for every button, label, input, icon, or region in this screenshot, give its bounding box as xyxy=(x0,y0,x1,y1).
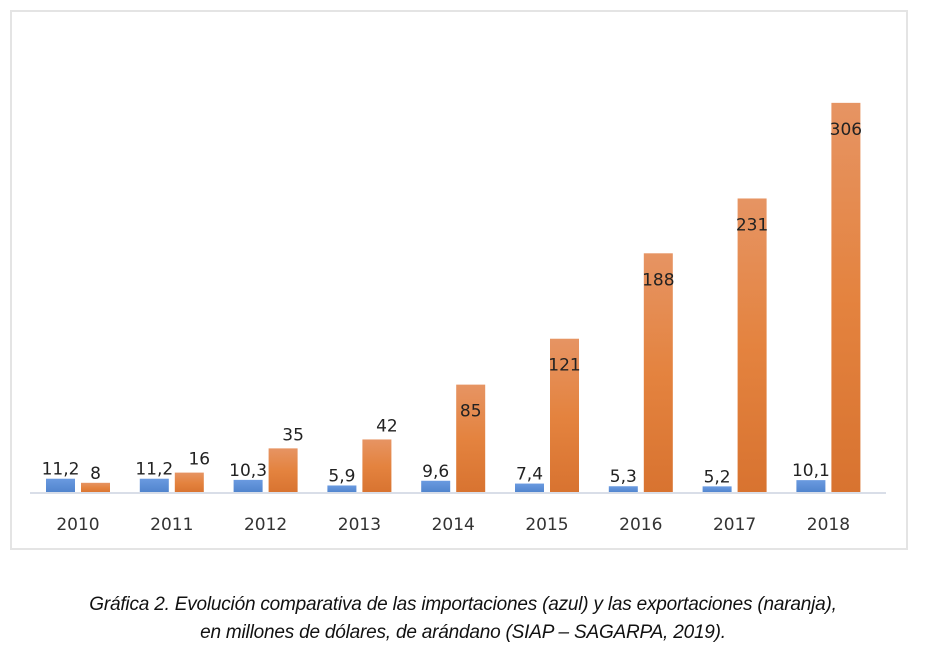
export-data-label-2012: 35 xyxy=(282,425,304,445)
import-bar-2010 xyxy=(46,478,75,493)
x-tick-label-2013: 2013 xyxy=(338,515,381,535)
export-bar-2015 xyxy=(550,338,579,493)
export-bar-2017 xyxy=(737,198,767,493)
export-bar-2012 xyxy=(268,448,298,493)
import-bar-2013 xyxy=(327,485,357,493)
import-bar-2014 xyxy=(421,480,451,493)
export-data-label-2018: 306 xyxy=(830,120,862,140)
chart-frame: 11,2 8 11,2 16 10,3 35 5,9 42 9,6 85 7,4 121 5,3 188 5… xyxy=(10,10,908,550)
export-bar-2018 xyxy=(831,102,861,493)
import-bar-2011 xyxy=(139,478,169,493)
import-data-label-2013: 5,9 xyxy=(328,466,355,486)
figure-caption-line-1: Gráfica 2. Evolución comparativa de las … xyxy=(89,594,837,615)
export-data-label-2015: 121 xyxy=(548,356,580,376)
import-bar-2015 xyxy=(515,483,544,493)
import-bar-2016 xyxy=(608,486,638,493)
import-data-label-2016: 5,3 xyxy=(610,467,637,487)
x-tick-label-2011: 2011 xyxy=(150,515,193,535)
export-data-label-2011: 16 xyxy=(188,450,210,470)
x-tick-label-2016: 2016 xyxy=(619,515,662,535)
export-bar-2014 xyxy=(456,384,486,493)
export-data-label-2010: 8 xyxy=(90,464,101,484)
export-data-label-2016: 188 xyxy=(642,270,674,290)
x-tick-label-2012: 2012 xyxy=(244,515,287,535)
export-data-label-2014: 85 xyxy=(460,402,482,422)
export-bar-2011 xyxy=(174,472,204,493)
export-bar-2013 xyxy=(362,439,392,493)
export-bar-2010 xyxy=(81,482,110,493)
export-bar-2016 xyxy=(643,253,673,493)
import-data-label-2018: 10,1 xyxy=(792,461,830,481)
x-tick-label-2010: 2010 xyxy=(56,515,99,535)
import-data-label-2011: 11,2 xyxy=(135,460,173,480)
x-tick-label-2018: 2018 xyxy=(807,515,850,535)
x-tick-label-2014: 2014 xyxy=(432,515,475,535)
import-bar-2017 xyxy=(702,486,732,493)
x-tick-label-2015: 2015 xyxy=(525,515,568,535)
import-data-label-2017: 5,2 xyxy=(704,467,731,487)
import-bar-2012 xyxy=(233,479,263,493)
import-data-label-2015: 7,4 xyxy=(516,465,543,485)
import-data-label-2010: 11,2 xyxy=(42,460,80,480)
x-tick-label-2017: 2017 xyxy=(713,515,756,535)
export-data-label-2013: 42 xyxy=(376,416,398,436)
bar-chart: 11,2 8 11,2 16 10,3 35 5,9 42 9,6 85 7,4 121 5,3 188 5… xyxy=(30,102,886,535)
import-bar-2018 xyxy=(796,480,826,493)
figure-caption-line-2: en millones de dólares, de arándano (SIA… xyxy=(200,622,726,643)
export-data-label-2017: 231 xyxy=(736,215,768,235)
import-data-label-2012: 10,3 xyxy=(229,461,267,481)
import-data-label-2014: 9,6 xyxy=(422,462,449,482)
